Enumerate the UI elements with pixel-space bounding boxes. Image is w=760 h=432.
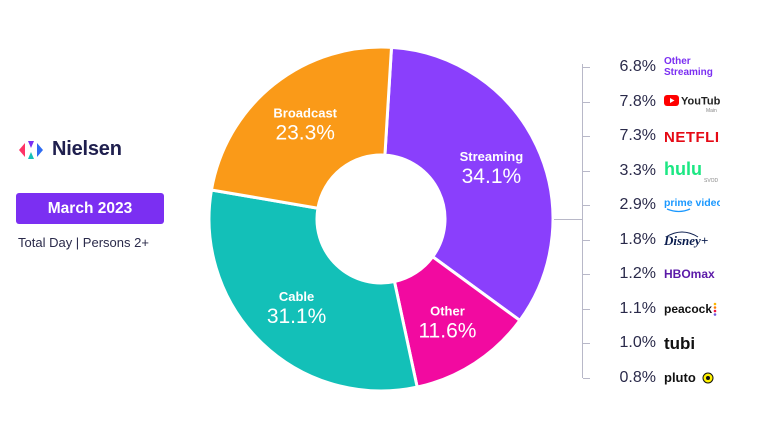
bracket-tick — [583, 205, 590, 206]
svg-text:peacock: peacock — [664, 302, 712, 316]
breakdown-value: 1.8% — [619, 230, 656, 248]
netflix-logo: NETFLIX — [664, 125, 720, 147]
breakdown-row: 7.3% NETFLIX — [604, 121, 720, 151]
donut-slice-streaming — [383, 45, 555, 323]
svg-text:Disney+: Disney+ — [664, 233, 708, 248]
bracket-tick — [583, 136, 590, 137]
pluto-tv-logo: pluto — [664, 367, 720, 389]
tubi-logo: tubi — [664, 332, 720, 354]
slice-value-other: 11.6% — [418, 319, 476, 342]
breakdown-row: 7.8% YouTubeMain — [604, 87, 720, 117]
breakdown-row: 1.2% HBOmax — [604, 259, 720, 289]
svg-text:pluto: pluto — [664, 370, 696, 385]
donut-slice-cable — [207, 188, 419, 393]
slice-label-streaming: Streaming — [460, 149, 524, 164]
peacock-logo: peacock — [664, 298, 720, 320]
bracket-tick — [583, 274, 590, 275]
prime-video-logo: prime video — [664, 194, 720, 216]
bracket-tick — [583, 170, 590, 172]
svg-text:Main: Main — [706, 108, 717, 113]
other-streaming-text: Other Streaming — [664, 56, 713, 78]
svg-text:prime video: prime video — [664, 197, 720, 209]
breakdown-value: 2.9% — [619, 196, 656, 213]
brand-name: Nielsen — [52, 138, 122, 160]
nielsen-mark-icon — [19, 140, 43, 159]
slice-label-cable: Cable — [279, 289, 314, 304]
slice-label-broadcast: Broadcast — [273, 105, 337, 120]
slice-value-broadcast: 23.3% — [275, 121, 335, 144]
breakdown-value: 1.1% — [619, 299, 656, 317]
breakdown-bracket — [554, 64, 591, 379]
svg-text:SVOD: SVOD — [704, 178, 719, 182]
breakdown-row: 2.9% prime video — [604, 190, 720, 220]
bracket-tick — [583, 343, 590, 344]
svg-text:hulu: hulu — [664, 160, 702, 179]
breakdown-row: 3.3% hulu SVOD — [604, 156, 720, 186]
svg-text:NETFLIX: NETFLIX — [664, 129, 720, 146]
breakdown-value: 7.8% — [619, 92, 656, 110]
nielsen-logo: Nielsen — [18, 138, 122, 161]
donut-slice-other — [392, 254, 523, 389]
breakdown-value: 1.2% — [619, 265, 656, 282]
youtube-logo: YouTubeMain — [664, 91, 720, 113]
breakdown-value: 0.8% — [619, 368, 656, 386]
bracket-tick — [583, 239, 590, 241]
svg-text:tubi: tubi — [664, 334, 695, 353]
breakdown-row: 6.8% Other Streaming — [604, 52, 713, 82]
breakdown-row: 1.8% Disney+ — [604, 225, 720, 255]
breakdown-value: 1.0% — [619, 334, 656, 351]
breakdown-value: 6.8% — [619, 58, 656, 75]
svg-text:YouTube: YouTube — [681, 95, 720, 107]
disney-plus-logo: Disney+ — [664, 229, 720, 251]
bracket-tick — [583, 101, 590, 103]
breakdown-row: 1.0% tubi — [604, 328, 720, 358]
bracket-tick — [583, 67, 590, 68]
breakdown-row: 1.1% peacock — [604, 294, 720, 324]
hulu-logo: hulu SVOD — [664, 160, 720, 182]
slice-label-other: Other — [430, 303, 465, 318]
date-badge: March 2023 — [16, 193, 164, 224]
breakdown-value: 3.3% — [619, 161, 656, 179]
subtitle: Total Day | Persons 2+ — [18, 235, 149, 250]
bracket-joint — [554, 219, 582, 220]
breakdown-row: 0.8% pluto — [604, 363, 720, 393]
slice-value-streaming: 34.1% — [462, 165, 522, 188]
bracket-tick — [583, 308, 590, 310]
slice-value-cable: 31.1% — [267, 305, 327, 328]
svg-text:HBOmax: HBOmax — [664, 267, 715, 281]
bracket-tick — [583, 377, 590, 379]
hbo-max-logo: HBOmax — [664, 263, 720, 285]
breakdown-value: 7.3% — [619, 127, 656, 144]
donut-slice-broadcast — [209, 45, 394, 210]
